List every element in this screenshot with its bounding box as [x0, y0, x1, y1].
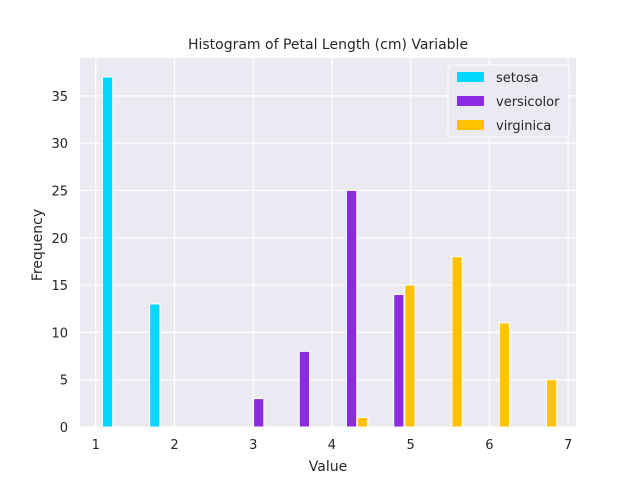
bar-setosa: [149, 303, 161, 428]
legend: setosa versicolor virginica: [447, 64, 570, 138]
grid-lines: [80, 58, 576, 428]
y-axis-ticks: 0 5 10 15 20 25 30 35: [51, 90, 68, 436]
y-tick-label: 30: [51, 137, 68, 152]
legend-box: [447, 64, 570, 138]
legend-label-virginica: virginica: [496, 119, 551, 134]
bar-virginica: [404, 284, 416, 428]
x-tick-label: 5: [407, 438, 415, 453]
x-tick-label: 6: [485, 438, 493, 453]
x-tick-label: 3: [249, 438, 257, 453]
y-tick-label: 35: [51, 90, 68, 105]
y-tick-label: 5: [60, 374, 68, 389]
x-tick-label: 7: [564, 438, 572, 453]
x-tick-label: 1: [92, 438, 100, 453]
legend-swatch-setosa: [457, 72, 484, 82]
bar-virginica: [545, 379, 558, 428]
legend-label-versicolor: versicolor: [496, 95, 560, 110]
legend-swatch-versicolor: [457, 96, 484, 106]
y-axis-label: Frequency: [30, 209, 46, 281]
bar-versicolor: [346, 189, 358, 428]
bar-versicolor: [298, 350, 310, 428]
bar-setosa: [101, 76, 114, 428]
bar-versicolor: [393, 294, 405, 428]
y-tick-label: 10: [51, 326, 68, 341]
y-tick-label: 15: [51, 279, 68, 294]
bars: [101, 76, 558, 428]
x-axis-ticks: 1 2 3 4 5 6 7: [92, 438, 573, 453]
y-tick-label: 20: [51, 232, 68, 247]
legend-swatch-virginica: [457, 120, 484, 130]
bar-virginica: [357, 417, 369, 428]
x-tick-label: 4: [328, 438, 336, 453]
y-tick-label: 25: [51, 184, 68, 199]
bar-versicolor: [253, 398, 265, 428]
chart-title: Histogram of Petal Length (cm) Variable: [188, 37, 468, 53]
bar-virginica: [451, 256, 463, 428]
bar-virginica: [498, 322, 510, 428]
y-tick-label: 0: [60, 421, 68, 436]
legend-label-setosa: setosa: [496, 71, 539, 86]
x-tick-label: 2: [170, 438, 178, 453]
x-axis-label: Value: [309, 459, 347, 475]
